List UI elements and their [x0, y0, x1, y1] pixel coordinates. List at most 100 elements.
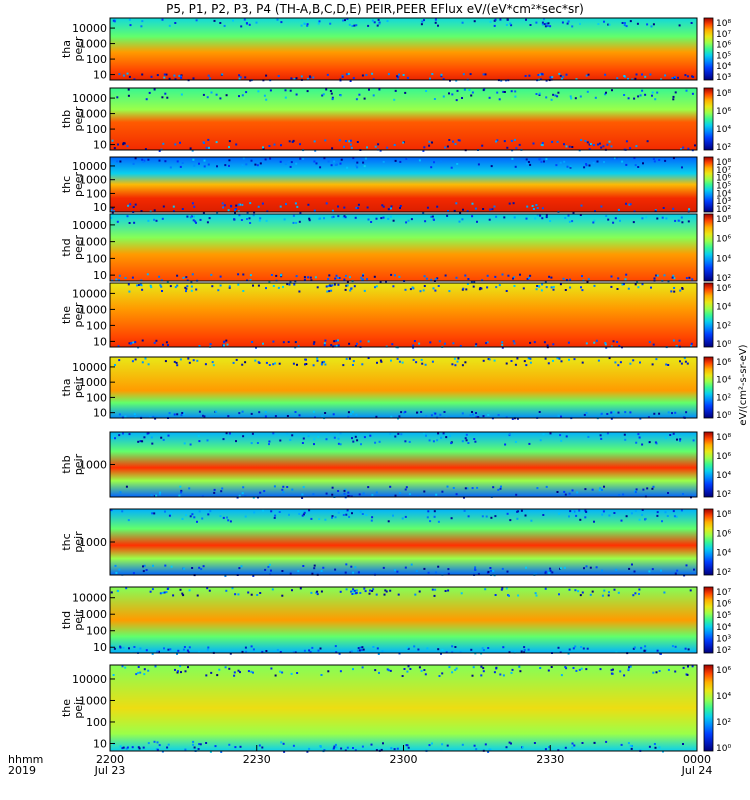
noise-pixel — [179, 665, 182, 668]
noise-pixel — [687, 648, 690, 651]
noise-pixel — [664, 511, 667, 514]
noise-pixel — [664, 159, 667, 162]
noise-pixel — [128, 342, 131, 345]
noise-pixel — [164, 510, 166, 513]
noise-pixel — [404, 515, 407, 518]
noise-pixel — [307, 435, 310, 438]
noise-pixel — [620, 743, 623, 746]
noise-pixel — [501, 343, 504, 346]
noise-pixel — [376, 647, 379, 650]
noise-pixel — [451, 363, 454, 366]
noise-pixel — [418, 590, 421, 593]
noise-pixel — [168, 514, 171, 517]
noise-pixel — [209, 343, 212, 346]
noise-pixel — [310, 591, 313, 594]
noise-pixel — [367, 218, 370, 221]
noise-pixel — [131, 276, 134, 279]
noise-pixel — [568, 648, 571, 651]
noise-pixel — [179, 141, 181, 144]
noise-pixel — [361, 646, 364, 649]
noise-pixel — [622, 493, 625, 496]
noise-pixel — [310, 517, 313, 520]
noise-pixel — [543, 341, 546, 344]
noise-pixel — [286, 283, 289, 286]
noise-pixel — [678, 339, 681, 342]
noise-pixel — [431, 215, 434, 218]
noise-pixel — [239, 745, 242, 748]
noise-pixel — [431, 73, 434, 75]
noise-pixel — [599, 668, 602, 671]
y-tick-label: 1000 — [79, 536, 107, 549]
y-axis-label-line: peer — [72, 106, 85, 132]
noise-pixel — [410, 218, 413, 221]
noise-pixel — [223, 344, 225, 347]
noise-pixel — [361, 363, 364, 366]
noise-pixel — [293, 78, 296, 81]
noise-pixel — [616, 288, 619, 290]
noise-pixel — [621, 160, 624, 163]
noise-pixel — [531, 205, 534, 207]
noise-pixel — [134, 358, 137, 361]
noise-pixel — [546, 344, 549, 347]
y-tick-label: 1000 — [79, 459, 107, 472]
noise-pixel — [313, 341, 316, 344]
noise-pixel — [366, 206, 369, 209]
noise-pixel — [228, 285, 231, 288]
noise-pixel — [440, 75, 443, 78]
noise-pixel — [514, 138, 516, 141]
noise-pixel — [362, 648, 365, 651]
noise-pixel — [600, 437, 603, 440]
noise-pixel — [535, 204, 538, 206]
noise-pixel — [512, 202, 515, 205]
noise-pixel — [356, 161, 359, 164]
noise-pixel — [569, 95, 572, 98]
noise-pixel — [193, 164, 196, 167]
noise-pixel — [334, 743, 337, 746]
noise-pixel — [378, 671, 380, 674]
noise-pixel — [205, 146, 208, 149]
noise-pixel — [457, 357, 460, 360]
noise-pixel — [375, 749, 378, 752]
noise-pixel — [482, 415, 485, 418]
noise-pixel — [207, 646, 210, 649]
noise-pixel — [500, 588, 503, 591]
noise-pixel — [354, 216, 357, 219]
noise-pixel — [308, 217, 311, 220]
colorbar — [703, 17, 714, 81]
noise-pixel — [330, 92, 333, 95]
noise-pixel — [240, 565, 243, 568]
noise-pixel — [619, 670, 622, 673]
noise-pixel — [405, 744, 408, 747]
noise-pixel — [275, 274, 278, 277]
noise-pixel — [501, 341, 504, 344]
noise-pixel — [397, 432, 400, 435]
colorbar-tick-label: 10⁴ — [716, 376, 731, 386]
noise-pixel — [623, 94, 626, 96]
noise-pixel — [675, 515, 678, 518]
noise-pixel — [690, 345, 693, 347]
noise-pixel — [127, 283, 130, 286]
noise-pixel — [288, 513, 290, 516]
noise-pixel — [623, 22, 626, 24]
noise-pixel — [166, 280, 169, 283]
noise-pixel — [179, 165, 182, 168]
noise-pixel — [549, 567, 552, 570]
noise-pixel — [543, 18, 545, 21]
noise-pixel — [234, 746, 237, 749]
noise-pixel — [223, 204, 226, 207]
noise-pixel — [335, 651, 338, 654]
noise-pixel — [186, 285, 189, 288]
noise-pixel — [293, 283, 296, 286]
noise-pixel — [560, 567, 562, 570]
noise-pixel — [474, 440, 477, 443]
noise-pixel — [404, 488, 407, 491]
noise-pixel — [296, 672, 299, 674]
noise-pixel — [512, 651, 515, 653]
noise-pixel — [524, 514, 527, 517]
noise-pixel — [346, 166, 349, 169]
noise-pixel — [374, 145, 377, 148]
noise-pixel — [435, 493, 438, 496]
noise-pixel — [445, 436, 448, 439]
noise-pixel — [237, 669, 240, 672]
